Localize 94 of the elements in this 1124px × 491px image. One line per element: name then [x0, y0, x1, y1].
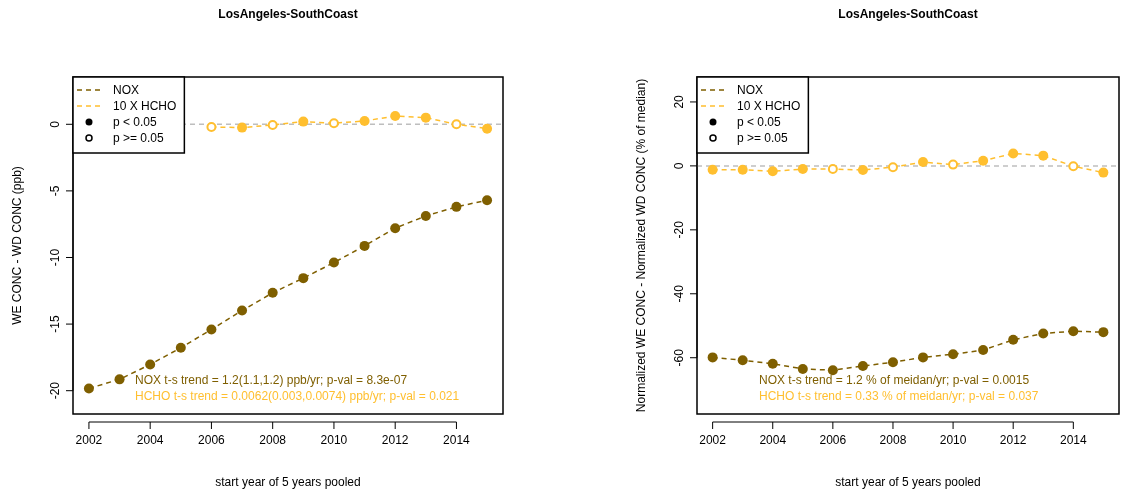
legend-label: NOX: [737, 83, 764, 97]
x-tick-label: 2012: [381, 433, 409, 447]
point: [978, 155, 989, 166]
x-tick-label: 2010: [320, 433, 348, 447]
x-tick-label: 2004: [136, 433, 164, 447]
point: [390, 223, 401, 234]
x-tick-label: 2006: [819, 433, 847, 447]
point: [797, 363, 808, 374]
point: [114, 374, 125, 385]
point: [1038, 328, 1049, 339]
point: [767, 358, 778, 369]
legend-label: 10 X HCHO: [113, 99, 177, 113]
annotation: NOX t-s trend = 1.2 % of meidan/yr; p-val = 0.0015: [759, 373, 1030, 387]
y-tick-label: -40: [672, 284, 686, 303]
point: [707, 352, 718, 363]
point: [737, 355, 748, 366]
point: [482, 123, 493, 134]
point: [267, 119, 278, 130]
point: [857, 361, 868, 372]
y-tick-label: 0: [48, 120, 62, 128]
point: [451, 201, 462, 212]
point: [1008, 148, 1019, 159]
point: [1008, 334, 1019, 345]
annotation: p >= 0.05: [737, 131, 789, 145]
point: [797, 164, 808, 175]
chart-title: LosAngeles-SouthCoast: [218, 7, 358, 21]
point: [237, 122, 248, 133]
point: [978, 345, 989, 356]
point: [359, 115, 370, 126]
chart-title: LosAngeles-SouthCoast: [838, 7, 978, 21]
y-tick-label: 20: [672, 94, 686, 109]
point: [918, 352, 929, 363]
point: [390, 111, 401, 122]
point: [328, 118, 339, 129]
y-tick-label: -10: [48, 248, 62, 267]
y-tick-label: 0: [672, 162, 686, 170]
annotation: HCHO t-s trend = 0.0062(0.003,0.0074) ppb/yr; p-val = 0.021: [135, 389, 460, 403]
x-axis-title: start year of 5 years pooled: [835, 475, 981, 489]
x-tick-label: 2006: [198, 433, 226, 447]
x-tick-label: 2004: [759, 433, 787, 447]
annotation: NOX t-s trend = 1.2(1.1,1.2) ppb/yr; p-val = 8.3e-07: [135, 373, 408, 387]
point: [1068, 161, 1079, 172]
point: [1038, 150, 1049, 161]
point: [298, 273, 309, 284]
point: [767, 166, 778, 177]
x-tick-label: 2002: [75, 433, 103, 447]
y-axis-title: WE CONC - WD CONC (ppb): [10, 166, 24, 325]
point: [206, 324, 217, 335]
y-tick-label: -60: [672, 348, 686, 367]
point: [451, 119, 462, 130]
x-tick-label: 2010: [939, 433, 967, 447]
x-axis-title: start year of 5 years pooled: [215, 475, 361, 489]
point: [737, 164, 748, 175]
point: [175, 342, 186, 353]
point: [328, 257, 339, 268]
point: [298, 116, 309, 127]
point: [948, 159, 959, 170]
point: [1098, 167, 1109, 178]
y-tick-label: -20: [672, 220, 686, 239]
point: [1068, 326, 1079, 337]
point: [857, 165, 868, 176]
point: [83, 383, 94, 394]
point: [1098, 327, 1109, 338]
y-tick-label: -15: [48, 315, 62, 333]
y-tick-label: -20: [48, 381, 62, 400]
point: [420, 210, 431, 221]
point: [887, 357, 898, 368]
annotation: HCHO t-s trend = 0.33 % of meidan/yr; p-val = 0.037: [759, 389, 1039, 403]
point: [145, 359, 156, 370]
point: [237, 305, 248, 316]
point: [707, 164, 718, 175]
x-tick-label: 2008: [259, 433, 287, 447]
x-tick-label: 2008: [879, 433, 907, 447]
annotation: p < 0.05: [113, 115, 158, 129]
x-tick-label: 2014: [443, 433, 471, 447]
y-tick-label: -5: [48, 185, 62, 197]
point: [267, 287, 278, 298]
point: [827, 365, 838, 376]
annotation: p < 0.05: [737, 115, 782, 129]
point: [359, 240, 370, 251]
x-tick-label: 2014: [1059, 433, 1087, 447]
point: [827, 164, 838, 175]
point: [948, 349, 959, 360]
x-tick-label: 2002: [699, 433, 727, 447]
point: [206, 121, 217, 132]
point: [918, 157, 929, 168]
y-axis-title: Normalized WE CONC - Normalized WD CONC (% of median): [634, 78, 648, 413]
point: [482, 195, 493, 206]
legend-label: NOX: [113, 83, 140, 97]
point: [887, 162, 898, 173]
x-tick-label: 2012: [999, 433, 1027, 447]
point: [420, 112, 431, 123]
legend-label: 10 X HCHO: [737, 99, 801, 113]
annotation: p >= 0.05: [113, 131, 165, 145]
